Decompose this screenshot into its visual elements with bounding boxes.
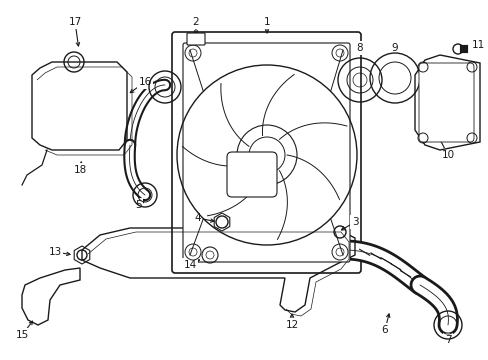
FancyBboxPatch shape [226,152,276,197]
Text: 11: 11 [470,40,484,50]
Text: 18: 18 [73,165,86,175]
Text: 10: 10 [441,150,454,160]
FancyBboxPatch shape [418,63,473,142]
FancyBboxPatch shape [172,32,360,273]
Text: 14: 14 [183,260,196,270]
Text: 17: 17 [68,17,81,27]
Text: 3: 3 [351,217,358,227]
Text: 16: 16 [138,77,151,87]
Text: 5: 5 [134,200,141,210]
FancyBboxPatch shape [183,43,349,262]
Text: 6: 6 [381,325,387,335]
Text: 12: 12 [285,320,298,330]
Text: 7: 7 [444,335,450,345]
Text: 2: 2 [192,17,199,27]
Text: 8: 8 [356,43,363,53]
Text: 13: 13 [48,247,61,257]
Text: 15: 15 [15,330,29,340]
Text: 9: 9 [391,43,398,53]
Text: 1: 1 [263,17,270,27]
Text: 4: 4 [194,213,201,223]
FancyBboxPatch shape [186,33,204,45]
